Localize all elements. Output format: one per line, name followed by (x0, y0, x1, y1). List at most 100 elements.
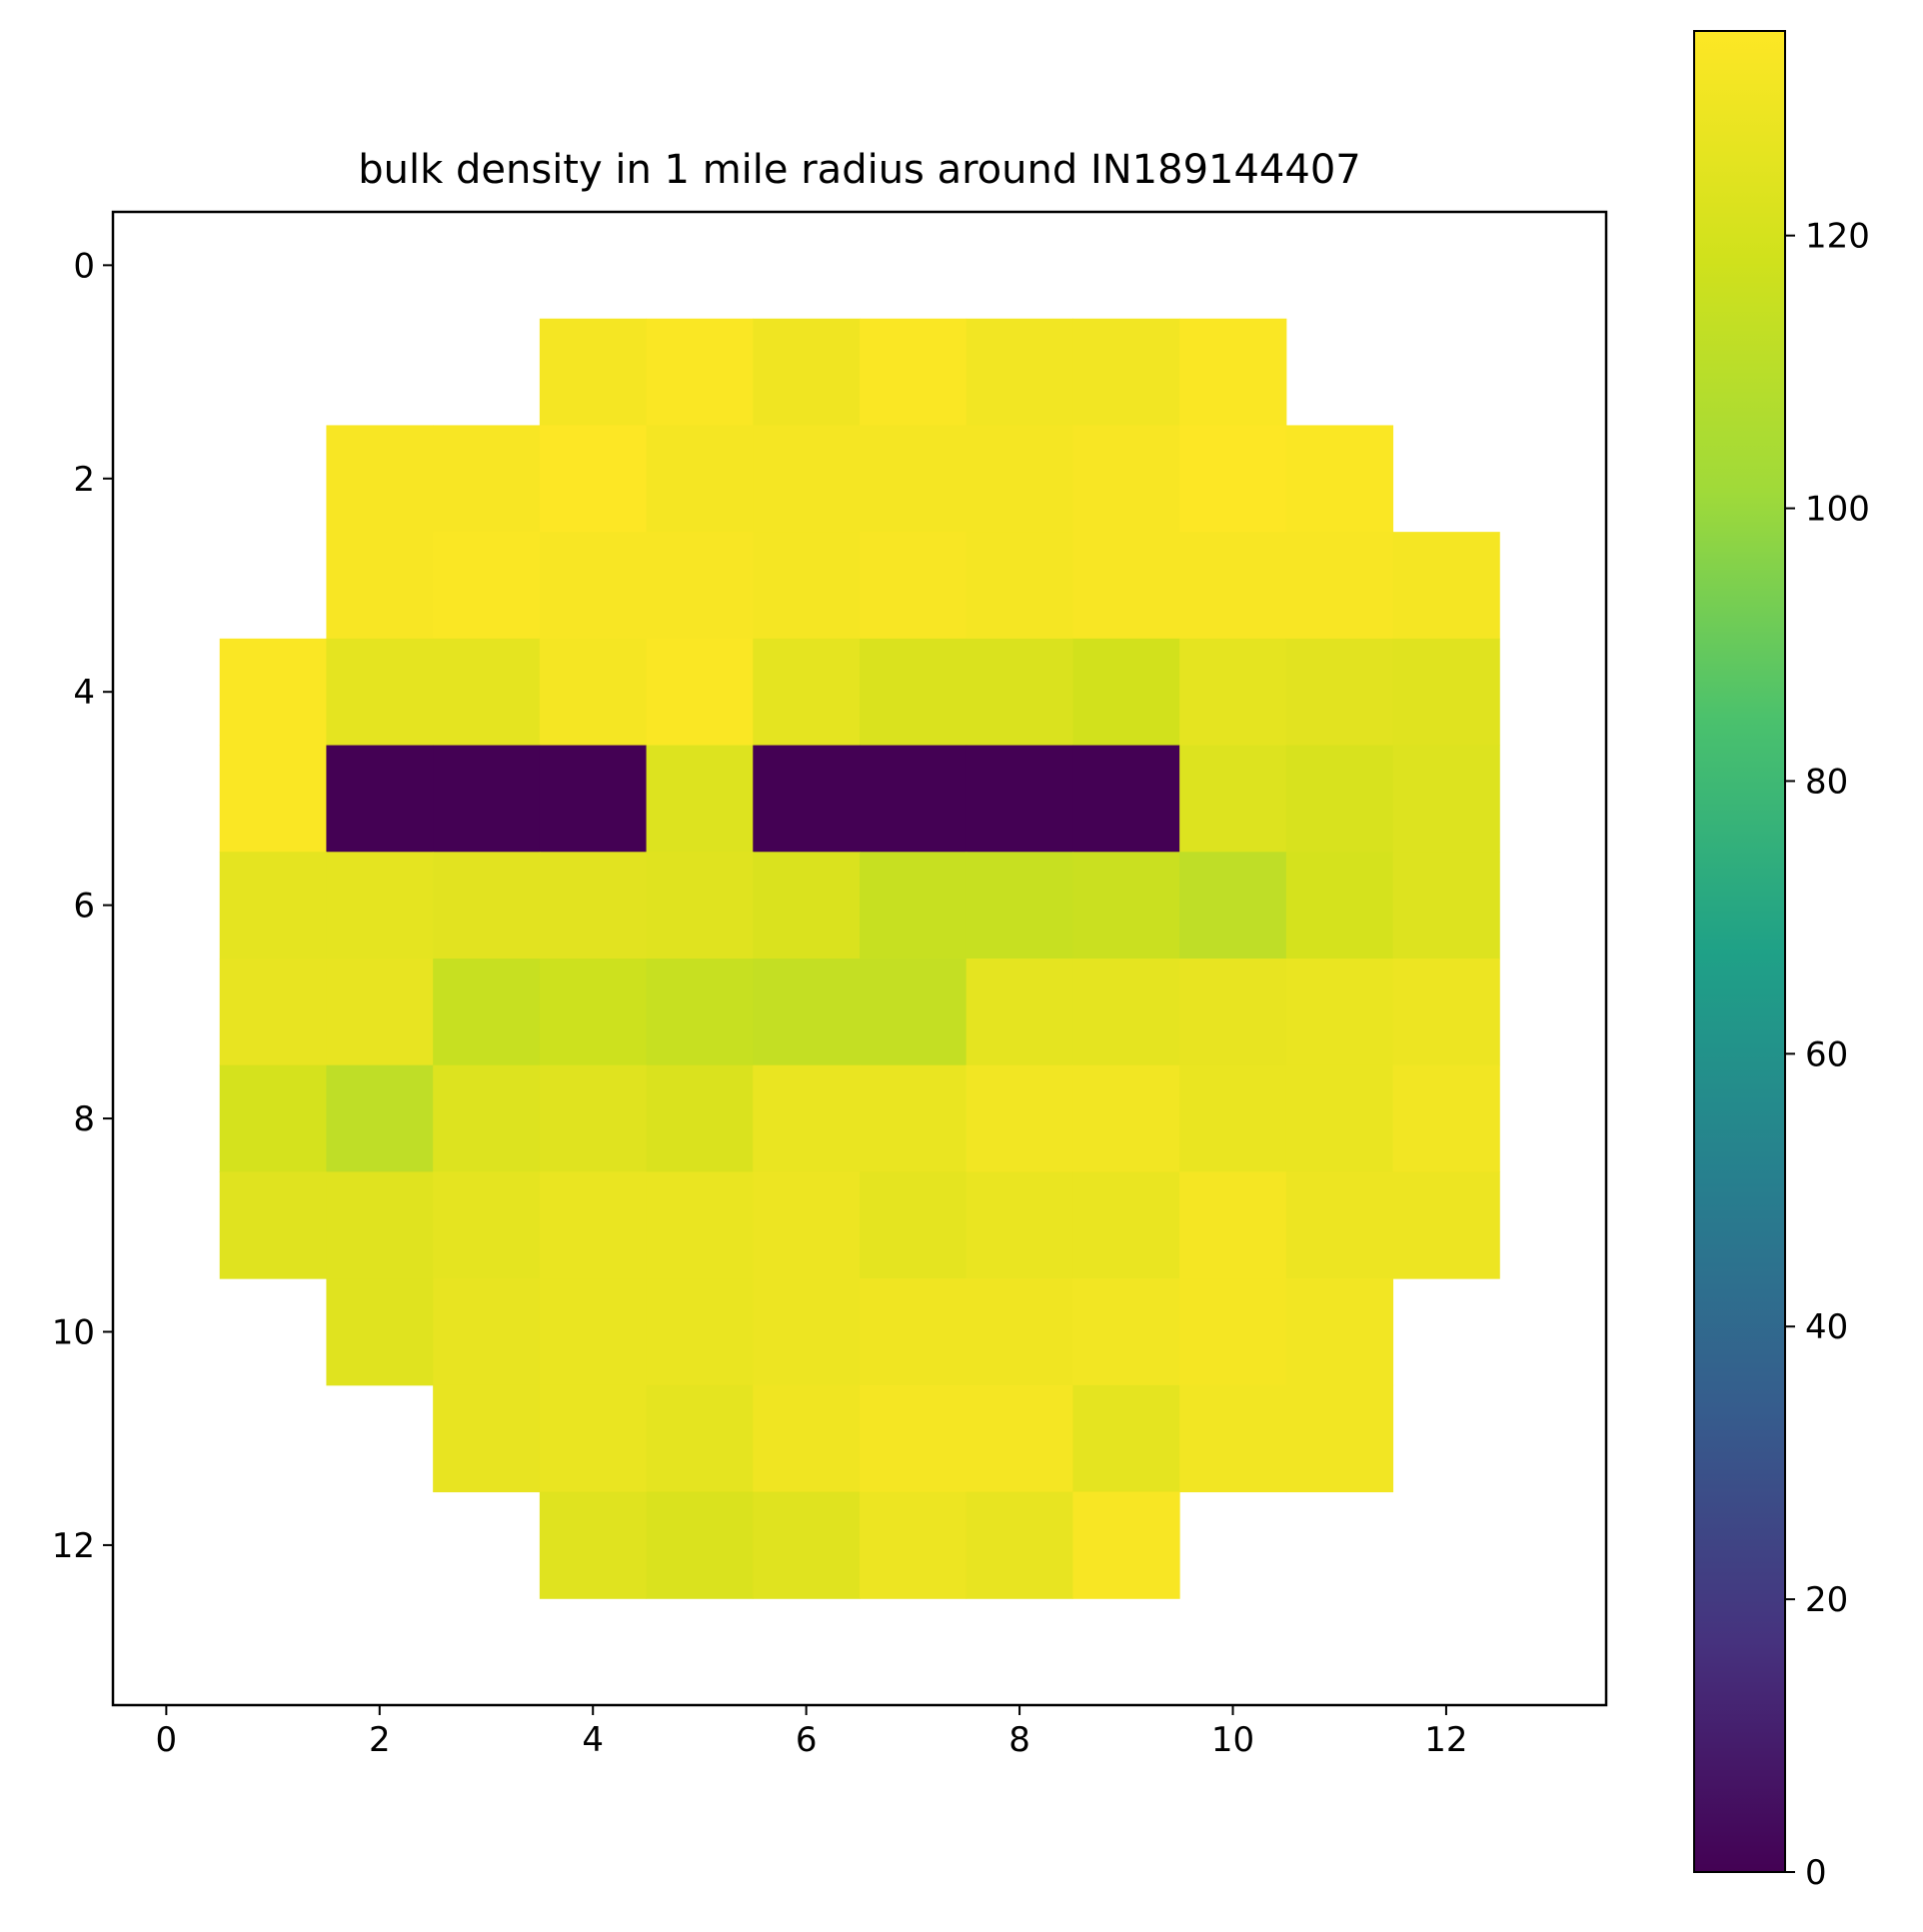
heatmap-cell (326, 532, 434, 640)
heatmap-cell (646, 852, 754, 960)
heatmap-cell (860, 318, 967, 426)
heatmap-cell (539, 959, 648, 1066)
heatmap-cell (539, 1171, 648, 1279)
x-tick-label: 4 (582, 1720, 604, 1760)
heatmap-cell (433, 1171, 541, 1279)
x-tick-label: 8 (1008, 1720, 1030, 1760)
heatmap-cell (1392, 852, 1500, 960)
heatmap-cell (646, 1491, 754, 1599)
heatmap-cell (326, 959, 434, 1066)
x-tick-label: 6 (796, 1720, 818, 1760)
x-tick-label: 10 (1211, 1720, 1254, 1760)
heatmap-cell (1179, 959, 1287, 1066)
heatmap-cell (539, 1491, 648, 1599)
heatmap-cell (860, 852, 967, 960)
heatmap-cell (326, 1171, 434, 1279)
heatmap-cell (433, 1064, 541, 1172)
heatmap-cell (753, 1171, 861, 1279)
heatmap-cell (1072, 959, 1180, 1066)
heatmap-cell (753, 638, 861, 747)
y-tick-label: 0 (73, 246, 95, 286)
heatmap-cell (1179, 532, 1287, 640)
y-tick-label: 6 (73, 887, 95, 927)
heatmap-cell (539, 532, 648, 640)
heatmap-cell (1392, 532, 1500, 640)
heatmap-cell (753, 959, 861, 1066)
heatmap-cell (1285, 1064, 1394, 1172)
heatmap-cell (1179, 745, 1287, 853)
heatmap-cell (326, 1064, 434, 1172)
heatmap-cell (1392, 959, 1500, 1066)
heatmap-cell (539, 318, 648, 426)
heatmap-cell (539, 852, 648, 960)
y-tick-label: 8 (73, 1099, 95, 1139)
heatmap-cell (219, 852, 327, 960)
colorbar-tick-label: 60 (1805, 1034, 1848, 1074)
heatmap-cell (433, 745, 541, 853)
heatmap-cell (860, 745, 967, 853)
colorbar (1693, 30, 1786, 1873)
heatmap-cell (1072, 318, 1180, 426)
heatmap-cell (860, 1064, 967, 1172)
heatmap-cell (860, 959, 967, 1066)
heatmap-cell (1285, 1384, 1394, 1493)
heatmap-cell (1285, 425, 1394, 533)
heatmap-cell (326, 425, 434, 533)
x-tick-label: 0 (156, 1720, 178, 1760)
heatmap-cell (646, 1384, 754, 1493)
heatmap-cell (1072, 745, 1180, 853)
heatmap-cell (219, 745, 327, 853)
heatmap-cell (860, 1491, 967, 1599)
heatmap-cell (965, 1384, 1073, 1493)
heatmap-cell (1072, 425, 1180, 533)
heatmap-cell (219, 959, 327, 1066)
heatmap-cell (753, 852, 861, 960)
heatmap-cell (1179, 1278, 1287, 1386)
heatmap-cell (433, 959, 541, 1066)
heatmap-cell (646, 1171, 754, 1279)
heatmap-cell (965, 1064, 1073, 1172)
heatmap-cell (1285, 745, 1394, 853)
heatmap-cell (753, 1278, 861, 1386)
heatmap-cell (753, 532, 861, 640)
x-tick-label: 12 (1424, 1720, 1467, 1760)
heatmap-cell (1392, 1064, 1500, 1172)
heatmap-cell (860, 1384, 967, 1493)
heatmap-cell (539, 638, 648, 747)
heatmap-cell (326, 852, 434, 960)
heatmap-cell (965, 425, 1073, 533)
heatmap-cell (965, 745, 1073, 853)
heatmap-cell (646, 1064, 754, 1172)
heatmap-cell (646, 532, 754, 640)
y-tick-label: 4 (73, 673, 95, 713)
heatmap-cell (646, 425, 754, 533)
heatmap-cell (326, 638, 434, 747)
heatmap-cell (539, 1064, 648, 1172)
heatmap-cell (965, 852, 1073, 960)
heatmap-cell (1072, 1491, 1180, 1599)
heatmap-cell (1285, 959, 1394, 1066)
heatmap-cell (860, 425, 967, 533)
heatmap-cell (433, 852, 541, 960)
colorbar-tick-label: 80 (1805, 762, 1848, 802)
heatmap-cell (965, 1491, 1073, 1599)
heatmap-cell (326, 1278, 434, 1386)
colorbar-tick-label: 120 (1805, 217, 1870, 257)
heatmap-cell (1179, 1064, 1287, 1172)
colorbar-tick-label: 0 (1805, 1853, 1827, 1893)
heatmap-cell (860, 1171, 967, 1279)
heatmap-cell (1072, 1064, 1180, 1172)
heatmap-cell (1072, 638, 1180, 747)
heatmap-cell (433, 1278, 541, 1386)
heatmap-cell (433, 1384, 541, 1493)
heatmap-cell (539, 1278, 648, 1386)
heatmap-cell (1072, 1278, 1180, 1386)
heatmap-cell (433, 638, 541, 747)
heatmap-cell (753, 1491, 861, 1599)
heatmap-cell (965, 959, 1073, 1066)
heatmap-cell (1392, 638, 1500, 747)
heatmap-cell (219, 1171, 327, 1279)
heatmap-cell (860, 638, 967, 747)
heatmap-cell (433, 532, 541, 640)
